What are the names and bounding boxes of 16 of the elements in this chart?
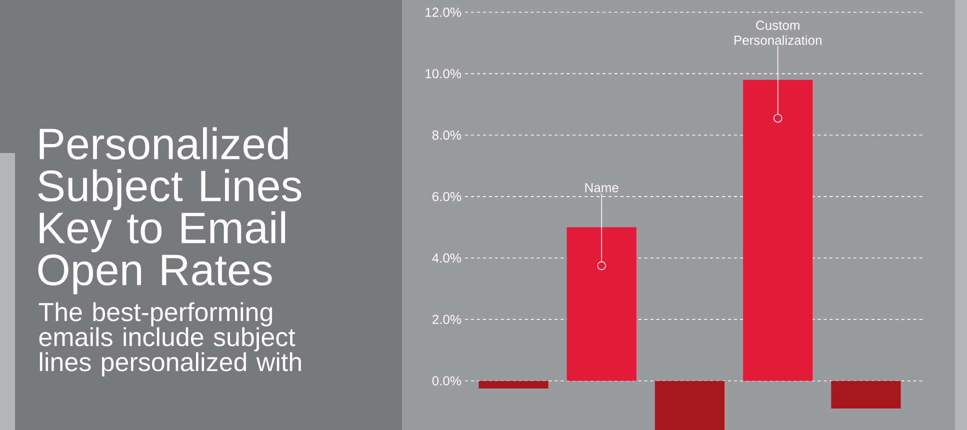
y-tick-label: 10.0% — [426, 69, 462, 78]
bar — [566, 227, 636, 381]
bar — [831, 380, 901, 408]
text: The best-performing emails include subject lines personalized with — [38, 302, 301, 376]
bar — [654, 380, 725, 430]
y-tick-label: 2.0% — [432, 314, 462, 324]
y-tick-label: 12.0% — [426, 8, 462, 17]
y-tick-label: 6.0% — [432, 192, 462, 202]
bar — [478, 380, 548, 389]
bar — [743, 80, 813, 381]
y-tick-label: 0.0% — [432, 376, 462, 386]
y-tick-label: 8.0% — [432, 130, 462, 140]
annotation: Name — [585, 183, 618, 192]
y-tick-label: 4.0% — [432, 253, 462, 263]
text: Personalized Subject Lines Key to Email Open Rates — [38, 127, 302, 294]
annotation: Custom Personalization — [734, 20, 822, 45]
